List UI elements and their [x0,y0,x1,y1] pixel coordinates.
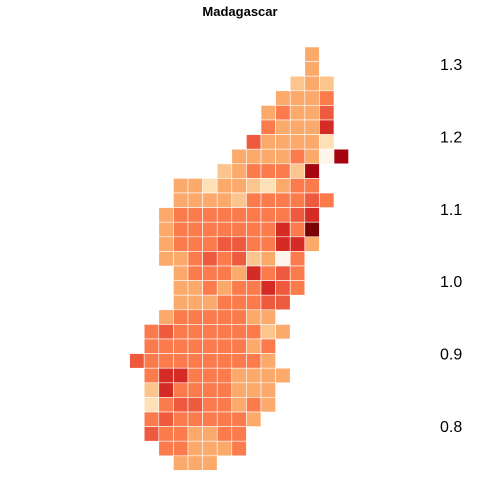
legend-tick-label: 1.0 [440,274,462,291]
map-cell [202,455,218,471]
legend-tick-label: 1.1 [440,202,462,219]
legend-tick-label: 1.3 [440,57,462,74]
map-cell [246,411,262,427]
legend-tick-label: 1.2 [440,130,462,147]
map-cell [319,192,335,208]
map-cell [289,280,306,296]
map-cell [333,148,349,165]
map-cell [275,294,291,311]
map-cell [304,236,320,252]
legend-tick-label: 0.9 [440,347,462,364]
map-cell [275,367,291,384]
map-cell [260,397,276,413]
legend-tick-label: 0.8 [440,419,462,436]
map-cell [275,324,291,340]
map-cell [231,440,247,457]
map-title: Madagascar [202,4,278,19]
